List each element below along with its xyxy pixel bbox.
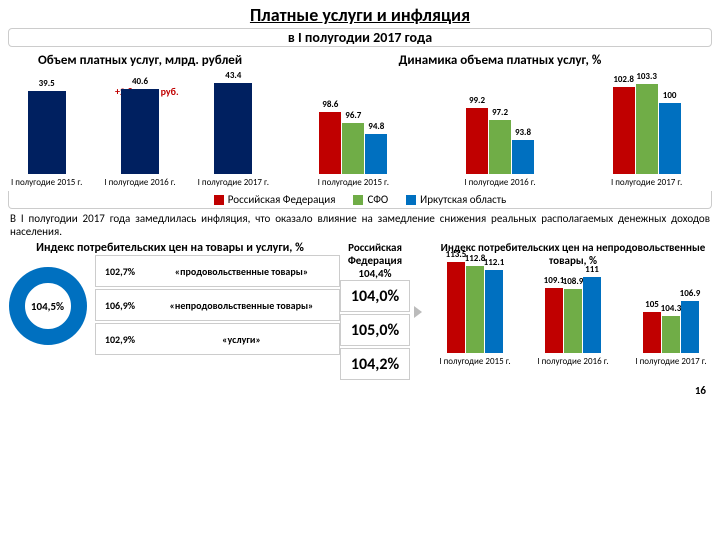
rf-values: 104,0%105,0%104,2% [340,280,410,380]
subtitle: в I полугодии 2017 года [8,28,712,47]
legend: Российская ФедерацияСФОИркутская область [8,191,712,209]
cpi-category-rows: 102,7%«продовольственные товары»106,9%«н… [95,255,340,357]
arrow-icon [414,306,422,318]
chart2: 98.696.794.8I полугодие 2015 г.99.297.29… [280,68,720,188]
cpi-title: Индекс потребительских цен на товары и у… [0,241,340,255]
donut-chart: 104,5% [9,267,87,345]
chart1: +2,8 млрд руб. 39.5I полугодие 2015 г.40… [0,68,280,188]
analysis-paragraph: В I полугодии 2017 года замедлилась инфл… [10,212,710,238]
chart1-title: Объем платных услуг, млрд. рублей [0,53,280,68]
chart3: 113.5112.8112.1I полугодие 2015 г.109.11… [426,267,720,367]
page-number: 16 [0,384,706,397]
chart2-title: Динамика объема платных услуг, % [280,53,720,68]
main-title: Платные услуги и инфляция [0,4,720,26]
rf-header: Российская Федерация 104,4% [340,241,410,280]
